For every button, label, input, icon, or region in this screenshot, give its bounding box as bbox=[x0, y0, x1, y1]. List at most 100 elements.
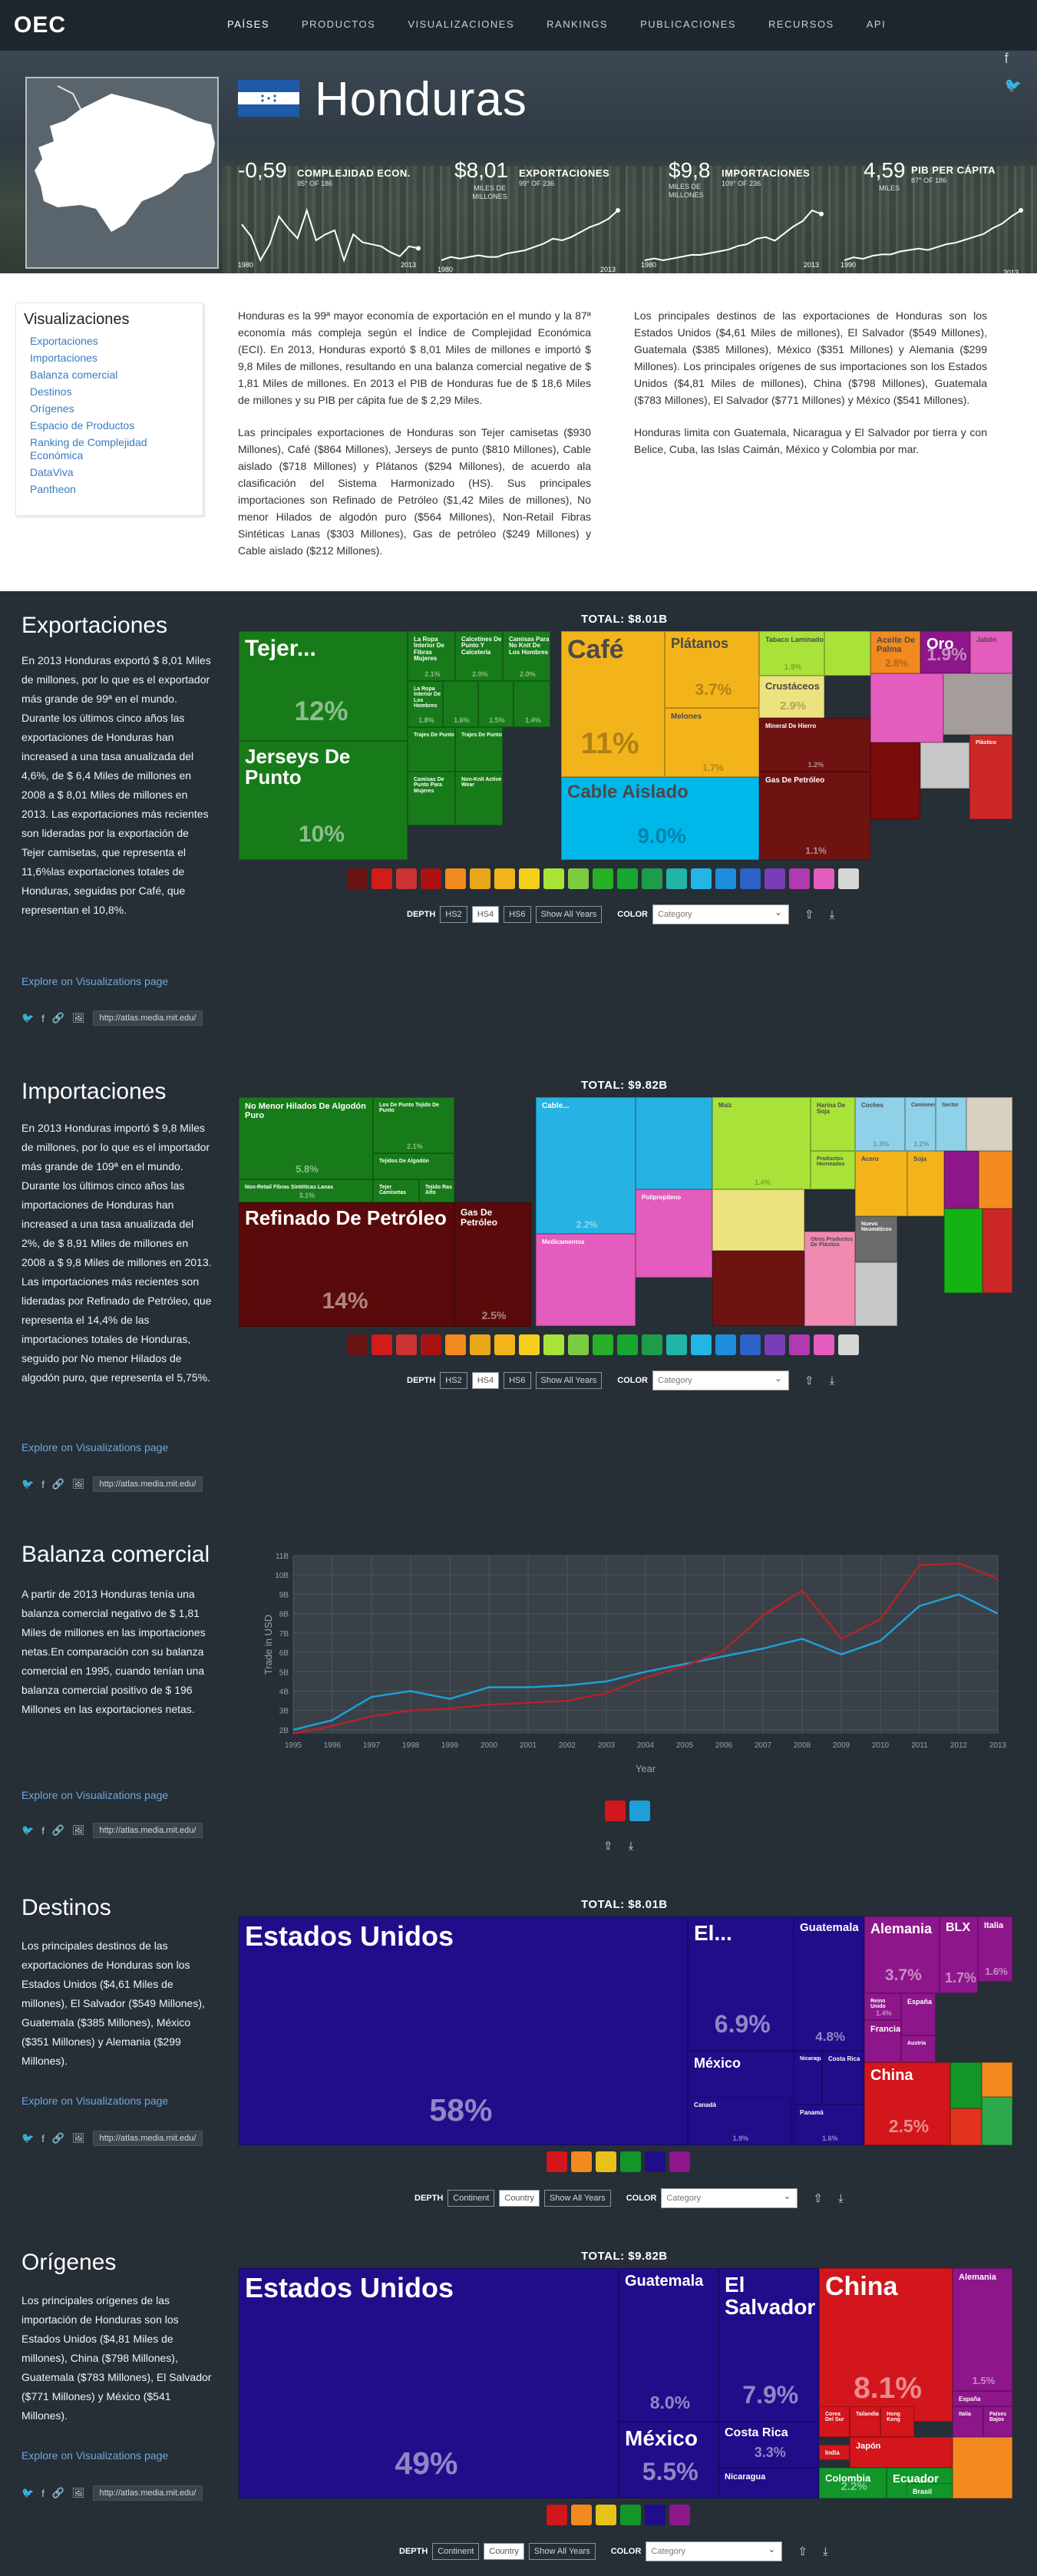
oec-logo[interactable]: OEC bbox=[14, 12, 67, 38]
category-icon[interactable] bbox=[421, 1334, 441, 1355]
category-icon[interactable] bbox=[347, 1334, 368, 1355]
treemap-tile[interactable] bbox=[953, 2437, 1012, 2498]
share-url[interactable]: http://atlas.media.mit.edu/ bbox=[92, 1476, 203, 1492]
twitter-icon[interactable]: 🐦 bbox=[21, 1824, 35, 1836]
show-all-years-button[interactable]: Show All Years bbox=[543, 2190, 611, 2207]
category-icon[interactable] bbox=[691, 1334, 712, 1355]
treemap-tile[interactable]: 1.6% bbox=[443, 681, 478, 727]
treemap-tile[interactable]: Calcetines De Punto Y Calcetería 2.0% bbox=[455, 631, 503, 681]
image-icon[interactable]: 🖼 bbox=[72, 2487, 85, 2498]
nav-link-publicaciones[interactable]: PUBLICACIONES bbox=[640, 18, 737, 30]
category-icon[interactable] bbox=[814, 1334, 834, 1355]
link-icon[interactable]: 🔗 bbox=[51, 2487, 64, 2498]
explore-link[interactable]: Explore on Visualizations page bbox=[21, 1441, 169, 1453]
category-icon[interactable] bbox=[470, 1334, 490, 1355]
treemap-tile[interactable]: Nicaragua bbox=[794, 2051, 822, 2105]
download-icon[interactable]: ⤓ bbox=[628, 1839, 634, 1853]
sidebar-item-pantheon[interactable]: Pantheon bbox=[30, 483, 76, 495]
share-icon[interactable]: ⇧ bbox=[603, 1840, 613, 1853]
link-icon[interactable]: 🔗 bbox=[51, 2132, 64, 2144]
treemap-tile[interactable]: Trajes De Punto bbox=[455, 727, 503, 772]
category-icon[interactable] bbox=[620, 2151, 641, 2172]
treemap-tile[interactable]: 1.4% bbox=[514, 681, 550, 727]
share-icon[interactable]: ⇧ bbox=[798, 2545, 807, 2558]
facebook-icon[interactable]: f bbox=[41, 1478, 45, 1490]
treemap-tile[interactable]: Coches 1.3% bbox=[855, 1097, 905, 1151]
treemap-tile[interactable]: Brasil bbox=[907, 2483, 953, 2498]
category-icon[interactable] bbox=[421, 868, 441, 889]
category-icon[interactable] bbox=[715, 868, 736, 889]
treemap-tile[interactable]: Hong Kong bbox=[880, 2406, 914, 2437]
twitter-icon[interactable]: 🐦 bbox=[1004, 78, 1022, 93]
treemap-tile[interactable]: Estados Unidos 49% bbox=[239, 2268, 619, 2498]
share-url[interactable]: http://atlas.media.mit.edu/ bbox=[92, 1010, 203, 1026]
color-select[interactable]: Category bbox=[646, 2541, 783, 2561]
treemap-tile[interactable] bbox=[636, 1097, 712, 1189]
color-select[interactable]: Category bbox=[661, 2188, 798, 2208]
destinations-treemap[interactable]: Estados Unidos 58% El... 6.9% Guatemala 4.8% M… bbox=[239, 1916, 1012, 2145]
treemap-tile[interactable]: Nuevo Neumáticos bbox=[855, 1216, 897, 1262]
share-url[interactable]: http://atlas.media.mit.edu/ bbox=[92, 2131, 203, 2146]
category-icon[interactable] bbox=[765, 868, 785, 889]
treemap-tile[interactable] bbox=[712, 1189, 804, 1251]
treemap-tile[interactable]: India bbox=[819, 2445, 850, 2460]
category-icon[interactable] bbox=[494, 868, 515, 889]
category-icon[interactable] bbox=[838, 1334, 859, 1355]
treemap-tile[interactable] bbox=[966, 1097, 1012, 1151]
category-icon[interactable] bbox=[571, 2151, 592, 2172]
category-icon[interactable] bbox=[645, 2505, 665, 2525]
treemap-tile[interactable]: Francia bbox=[864, 2020, 901, 2062]
category-icon[interactable] bbox=[789, 1334, 810, 1355]
show-all-years-button[interactable]: Show All Years bbox=[535, 906, 603, 923]
link-icon[interactable]: 🔗 bbox=[51, 1824, 64, 1836]
treemap-tile[interactable]: La Ropa Interior De Fibras Mujeres 2.1% bbox=[408, 631, 455, 681]
twitter-icon[interactable]: 🐦 bbox=[21, 1478, 35, 1490]
imports-treemap[interactable]: No Menor Hilados De Algodón Puro 5.8% Los … bbox=[239, 1097, 1012, 1327]
depth-hs2-button[interactable]: HS2 bbox=[440, 1372, 467, 1389]
category-icon[interactable] bbox=[596, 2505, 616, 2525]
explore-link[interactable]: Explore on Visualizations page bbox=[21, 975, 169, 987]
color-select[interactable]: Category bbox=[652, 904, 790, 924]
category-icon[interactable] bbox=[666, 868, 687, 889]
category-icon[interactable] bbox=[617, 1334, 638, 1355]
depth-hs2-button[interactable]: HS2 bbox=[440, 906, 467, 923]
category-icon[interactable] bbox=[445, 1334, 466, 1355]
sidebar-item-dataviva[interactable]: DataViva bbox=[30, 466, 74, 478]
download-icon[interactable]: ⤓ bbox=[823, 2545, 828, 2558]
treemap-tile[interactable]: España bbox=[901, 1993, 936, 2035]
treemap-tile[interactable]: El... 6.9% bbox=[688, 1916, 794, 2051]
treemap-tile[interactable]: Aceite De Palma 2.8% bbox=[870, 631, 920, 673]
treemap-tile[interactable]: Costa Rica 3.3% bbox=[718, 2422, 819, 2468]
download-icon[interactable]: ⤓ bbox=[829, 1374, 835, 1387]
treemap-tile[interactable]: Guatemala 4.8% bbox=[794, 1916, 864, 2051]
explore-link[interactable]: Explore on Visualizations page bbox=[21, 2449, 169, 2462]
category-icon[interactable] bbox=[642, 868, 662, 889]
treemap-tile[interactable]: Italia bbox=[953, 2406, 983, 2437]
share-icon[interactable]: ⇧ bbox=[804, 908, 814, 921]
twitter-icon[interactable]: 🐦 bbox=[21, 2487, 35, 2498]
treemap-tile[interactable]: Acero bbox=[855, 1151, 907, 1216]
treemap-tile[interactable]: Medicamentos bbox=[536, 1234, 636, 1326]
treemap-tile[interactable]: Non-Knit Active Wear bbox=[455, 772, 503, 825]
imports-toggle-icon[interactable] bbox=[605, 1801, 626, 1821]
treemap-tile[interactable]: Cable Aislado 9.0% bbox=[561, 777, 759, 860]
show-all-years-button[interactable]: Show All Years bbox=[535, 1372, 603, 1389]
treemap-tile[interactable]: Refinado De Petróleo 14% bbox=[239, 1202, 454, 1327]
treemap-tile[interactable] bbox=[944, 1151, 979, 1209]
depth-continent-button[interactable]: Continent bbox=[447, 2190, 495, 2207]
color-select[interactable]: Category bbox=[652, 1371, 790, 1391]
treemap-tile[interactable] bbox=[982, 2097, 1012, 2145]
treemap-tile[interactable]: Mineral De Hierro 1.2% bbox=[759, 718, 870, 772]
category-icon[interactable] bbox=[470, 868, 490, 889]
sidebar-item-origenes[interactable]: Orígenes bbox=[30, 402, 74, 415]
treemap-tile[interactable]: Camisas De Punto Para Mujeres bbox=[408, 772, 455, 825]
nav-link-api[interactable]: API bbox=[866, 18, 887, 30]
depth-hs6-button[interactable]: HS6 bbox=[504, 1372, 531, 1389]
treemap-tile[interactable] bbox=[870, 742, 920, 819]
category-icon[interactable] bbox=[396, 1334, 417, 1355]
category-icon[interactable] bbox=[445, 868, 466, 889]
category-icon[interactable] bbox=[642, 1334, 662, 1355]
twitter-icon[interactable]: 🐦 bbox=[21, 1012, 35, 1023]
download-icon[interactable]: ⤓ bbox=[838, 2191, 844, 2205]
treemap-tile[interactable]: Los De Punto Tejido De Punto 2.1% bbox=[373, 1097, 454, 1153]
